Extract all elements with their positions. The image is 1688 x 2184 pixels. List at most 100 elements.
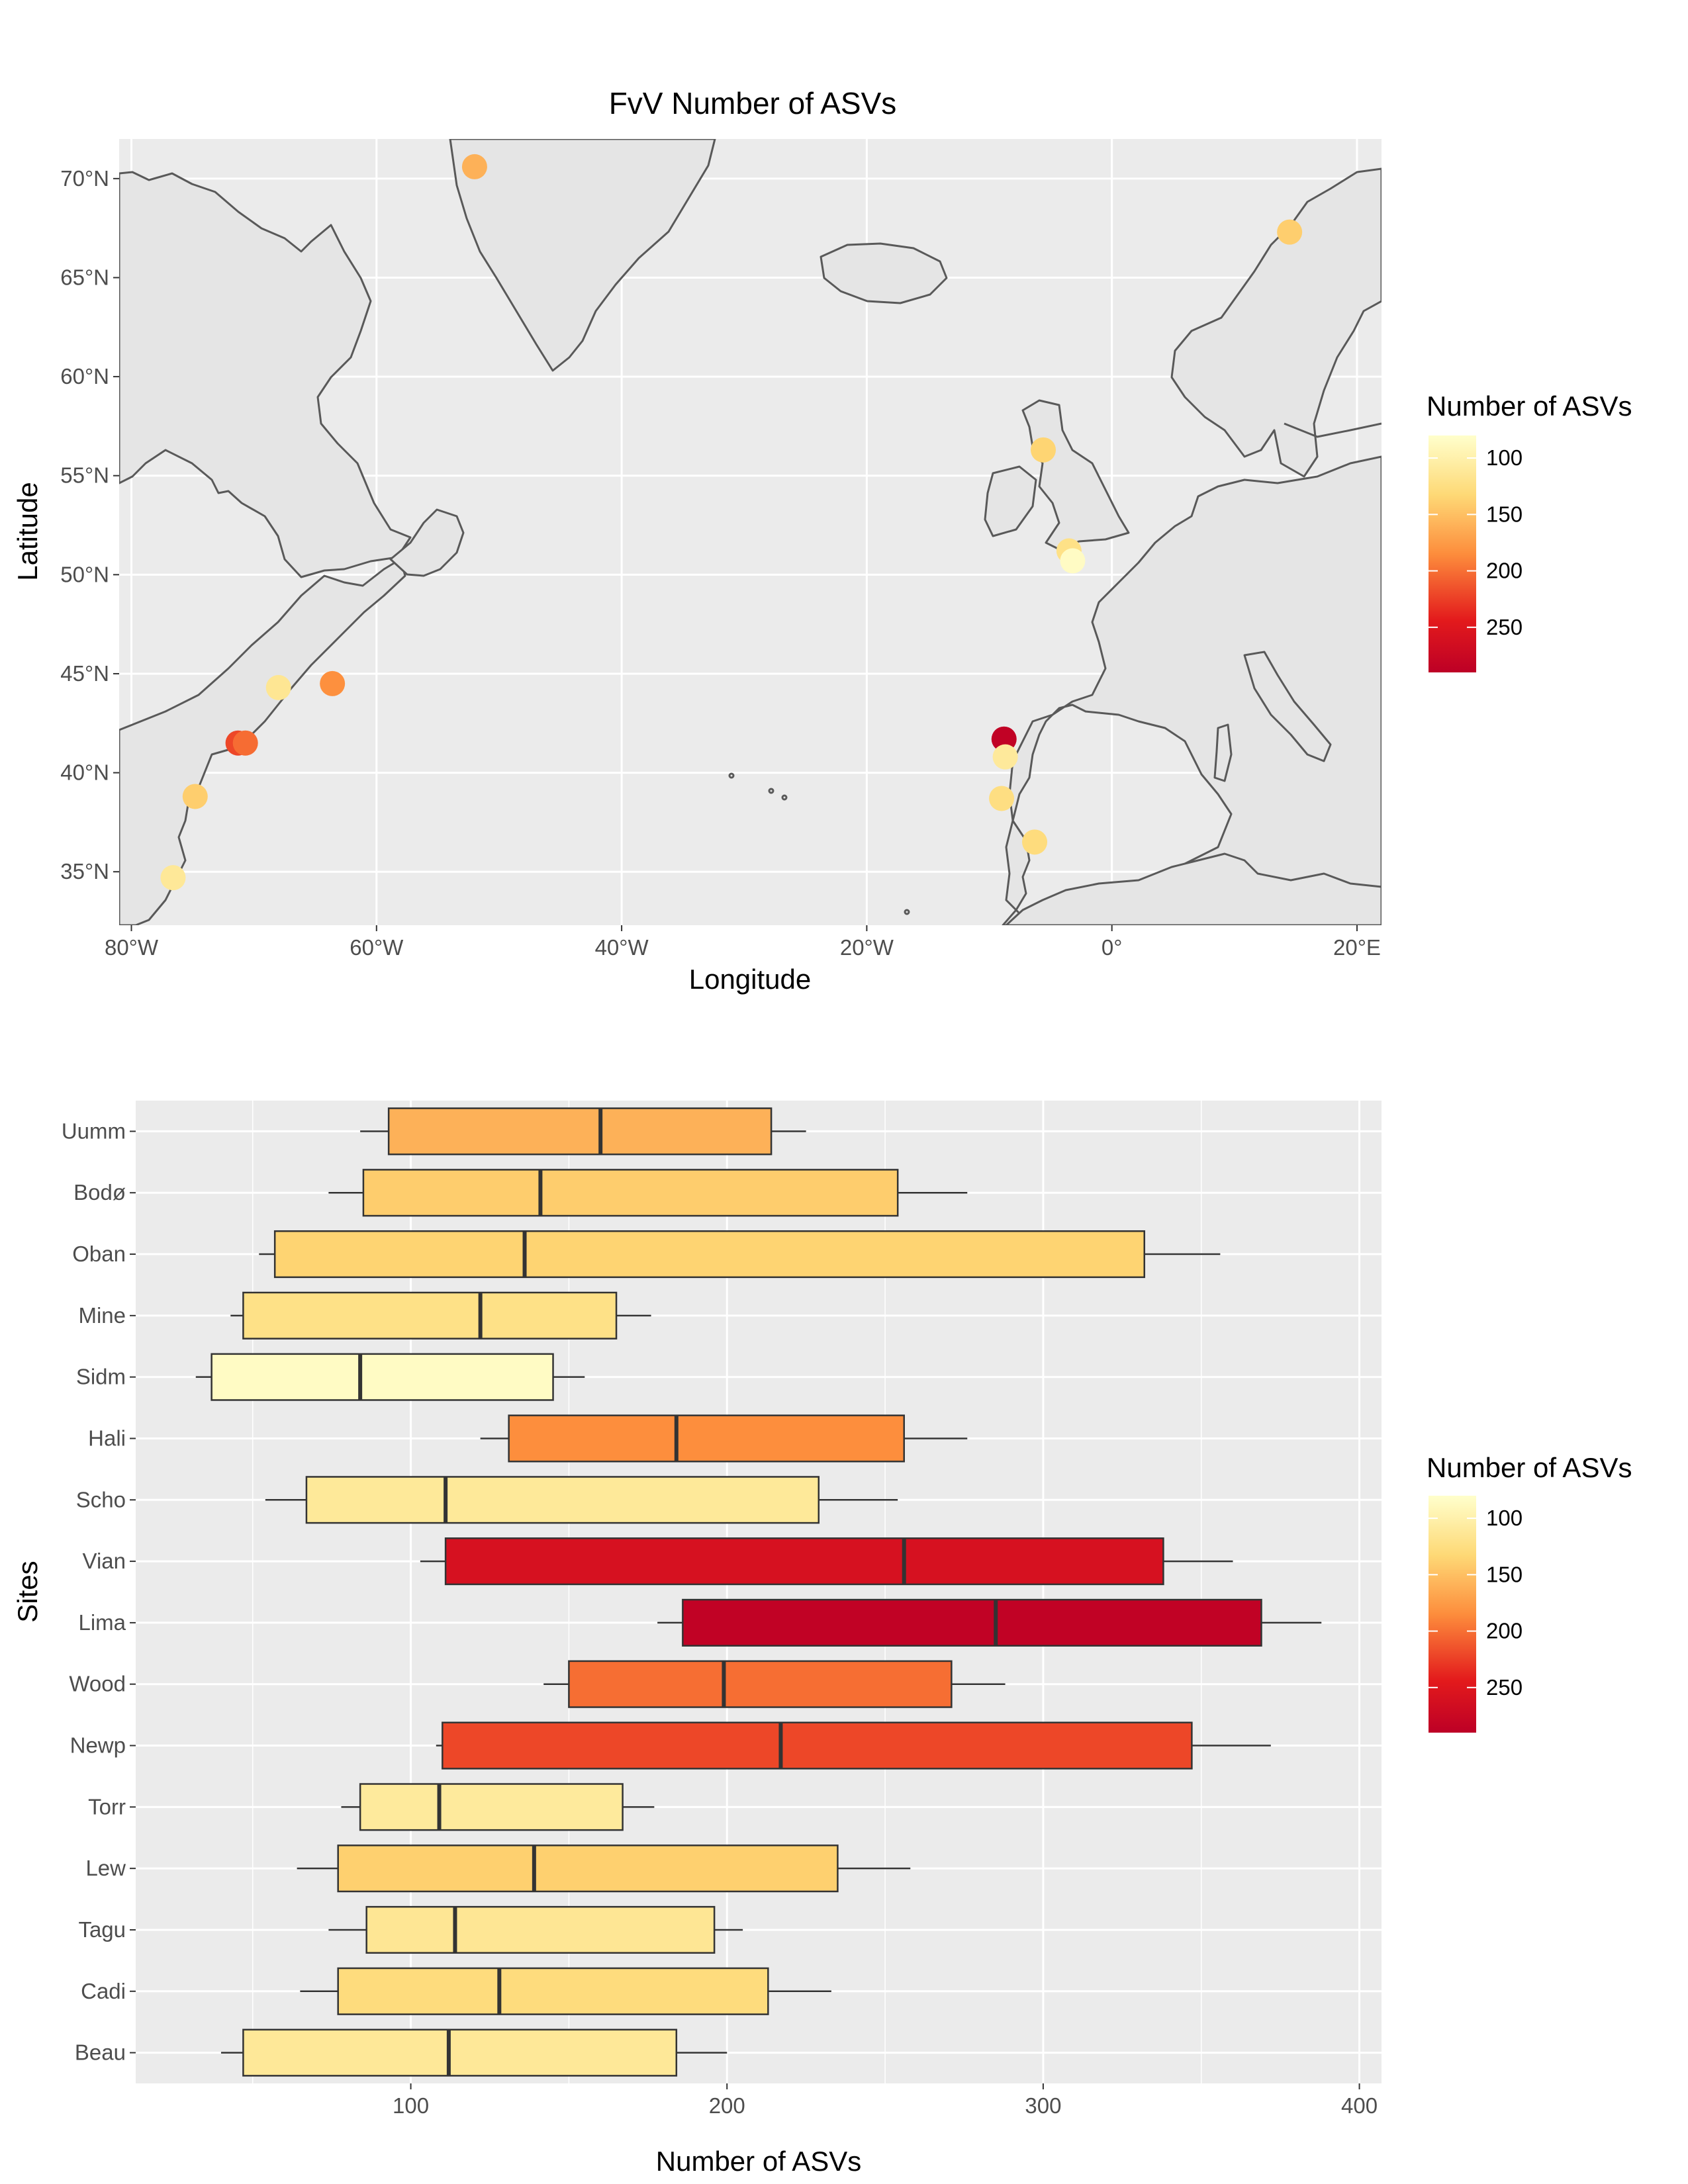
map-y-tick-label: 40°N xyxy=(60,760,109,785)
north-america-land xyxy=(119,558,406,925)
boxplot-x-axis: 100 200 300 400 xyxy=(393,2083,1378,2118)
madeira-island xyxy=(904,909,910,915)
boxplot-box-lima xyxy=(657,1598,1322,1647)
boxplot-box-lew xyxy=(297,1844,911,1893)
boxplot-box-hali xyxy=(480,1414,968,1463)
boxplot-box-sidm xyxy=(195,1353,585,1401)
boxplot-box-torr xyxy=(341,1783,655,1831)
boxplot-box-scho xyxy=(265,1476,898,1524)
map-site-point xyxy=(991,726,1017,752)
boxplot-legend-colorbar xyxy=(1429,1496,1476,1733)
legend-tick-label: 250 xyxy=(1486,615,1523,639)
map-land xyxy=(119,139,1382,925)
map-x-axis-title: Longitude xyxy=(689,964,812,995)
boxplot-iqr-box xyxy=(444,1537,1164,1586)
boxplot-site-label: Newp xyxy=(70,1733,126,1758)
map-x-tick-label: 0° xyxy=(1102,935,1123,960)
map-site-point xyxy=(989,786,1015,811)
azores-islands xyxy=(728,772,735,779)
boxplot-marks xyxy=(195,1107,1322,2077)
map-site-point xyxy=(461,154,487,179)
map-legend-colorbar xyxy=(1429,435,1476,672)
boxplot-site-label: Torr xyxy=(88,1794,126,1819)
europe-mainland xyxy=(1002,455,1382,925)
map-site-point xyxy=(1060,548,1086,574)
map-x-tick-label: 40°W xyxy=(595,935,649,960)
boxplot-iqr-box xyxy=(387,1107,773,1156)
boxplot-box-beau xyxy=(220,2028,727,2077)
boxplot-box-vian xyxy=(420,1537,1233,1586)
boxplot-site-label: Hali xyxy=(88,1426,126,1450)
boxplot-y-axis-title: Sites xyxy=(12,1561,43,1622)
boxplot-iqr-box xyxy=(362,1169,899,1217)
map-y-tick-label: 65°N xyxy=(60,265,109,289)
boxplot-box-mine xyxy=(230,1291,651,1340)
boxplot-site-label: Vian xyxy=(83,1549,126,1573)
boxplot-iqr-box xyxy=(242,1291,618,1340)
map-x-axis: 80°W 60°W 40°W 20°W 0° 20°E xyxy=(105,925,1381,960)
map-x-tick-label: 20°E xyxy=(1333,935,1381,960)
boxplot-iqr-box xyxy=(365,1905,716,1954)
map-y-axis-title: Latitude xyxy=(12,482,43,580)
legend-tick-label: 100 xyxy=(1486,445,1523,470)
azores-islands xyxy=(781,794,788,801)
great-britain-island xyxy=(1021,399,1130,551)
map-site-point xyxy=(265,674,291,700)
legend-tick-label: 250 xyxy=(1486,1675,1523,1700)
map-x-tick-label: 60°W xyxy=(350,935,404,960)
boxplot-site-label: Scho xyxy=(76,1487,126,1512)
boxplot-iqr-box xyxy=(682,1598,1262,1647)
boxplot-legend: Number of ASVs 100 150 200 250 xyxy=(1427,1452,1632,1733)
ireland-island xyxy=(984,465,1037,537)
map-y-tick-label: 45°N xyxy=(60,661,109,686)
boxplot-site-label: Mine xyxy=(78,1303,126,1328)
iceland-island xyxy=(820,242,948,304)
legend-tick-label: 150 xyxy=(1486,502,1523,526)
map-site-point xyxy=(160,865,186,891)
map-x-tick-label: 20°W xyxy=(840,935,894,960)
boxplot-x-tick-label: 200 xyxy=(709,2093,745,2118)
boxplot-iqr-box xyxy=(442,1721,1193,1770)
map-y-tick-label: 35°N xyxy=(60,859,109,884)
corsica-sardinia xyxy=(1213,723,1233,782)
boxplot-box-tagu xyxy=(328,1905,743,1954)
map-site-point xyxy=(232,730,258,756)
boxplot-site-label: Lima xyxy=(78,1610,126,1635)
legend-tick-label: 100 xyxy=(1486,1506,1523,1530)
boxplot-site-label: Bodø xyxy=(73,1180,126,1205)
newfoundland-island xyxy=(389,508,465,577)
boxplot-box-oban xyxy=(259,1230,1221,1279)
map-y-tick-label: 70°N xyxy=(60,166,109,191)
boxplot-site-label: Sidm xyxy=(76,1365,126,1389)
boxplot-site-label: Lew xyxy=(85,1856,126,1880)
boxplot-site-label: Tagu xyxy=(78,1917,126,1942)
africa-north-coast xyxy=(1005,852,1382,925)
map-y-tick-label: 60°N xyxy=(60,364,109,388)
map-site-point xyxy=(1022,829,1048,855)
boxplot-iqr-box xyxy=(359,1783,624,1831)
map-y-tick-label: 50°N xyxy=(60,562,109,586)
map-x-tick-label: 80°W xyxy=(105,935,159,960)
north-america-north xyxy=(119,171,412,578)
baltic-coast xyxy=(1284,422,1382,438)
boxplot-iqr-box xyxy=(508,1414,905,1463)
legend-tick-label: 150 xyxy=(1486,1562,1523,1586)
boxplot-iqr-box xyxy=(337,1967,769,2015)
boxplot-x-tick-label: 100 xyxy=(393,2093,429,2118)
map-points xyxy=(160,154,1303,891)
map-site-point xyxy=(992,744,1018,770)
map-site-point xyxy=(1030,437,1056,463)
italy-peninsula xyxy=(1243,651,1332,762)
boxplot-iqr-box xyxy=(211,1353,554,1401)
boxplot-iqr-box xyxy=(242,2028,678,2077)
boxplot-site-label: Beau xyxy=(75,2040,126,2065)
boxplot-y-axis: Uumm Bodø Oban Mine Sidm Hali Scho Vian Lima Wood… xyxy=(62,1118,136,2065)
boxplot-site-label: Oban xyxy=(72,1242,126,1266)
boxplot-iqr-box xyxy=(568,1660,953,1708)
boxplot-legend-ticks: 100 150 200 250 xyxy=(1429,1506,1523,1700)
boxplot-x-tick-label: 400 xyxy=(1341,2093,1378,2118)
map-site-point xyxy=(320,670,346,696)
boxplot-iqr-box xyxy=(337,1844,839,1893)
